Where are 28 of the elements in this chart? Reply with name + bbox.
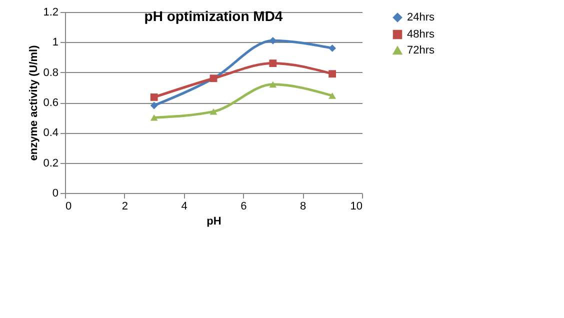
legend-label: 72hrs <box>407 44 436 56</box>
point <box>328 44 336 52</box>
y-tick-label: 0.2 <box>43 157 58 170</box>
y-axis-title: enzyme activity (U/ml) <box>28 44 40 161</box>
y-tick-label: 0.8 <box>43 66 58 79</box>
y-tick-label: 0.6 <box>43 97 58 109</box>
y-tick-label: 0.4 <box>43 127 58 140</box>
x-tick-label: 6 <box>240 200 247 212</box>
x-tick-label: 8 <box>300 200 306 212</box>
x-tick-label: 0 <box>66 200 72 212</box>
x-tick-label: 10 <box>350 200 362 212</box>
point <box>269 81 277 88</box>
point <box>210 108 218 115</box>
legend-label: 48hrs <box>407 28 436 40</box>
x-tick-label: 2 <box>122 200 128 212</box>
x-tick-label: 4 <box>181 200 188 212</box>
point <box>269 60 277 67</box>
y-tick-label: 0 <box>52 188 58 200</box>
point <box>328 70 336 78</box>
point <box>328 92 336 99</box>
point <box>150 102 158 110</box>
y-tick-label: 1 <box>52 36 58 49</box>
y-tick-label: 1.2 <box>43 6 58 18</box>
x-axis-title: pH <box>206 216 222 228</box>
legend-label: 24hrs <box>407 12 436 24</box>
point <box>150 114 158 121</box>
chart-title: pH optimization MD4 <box>144 8 283 24</box>
point <box>150 94 158 101</box>
